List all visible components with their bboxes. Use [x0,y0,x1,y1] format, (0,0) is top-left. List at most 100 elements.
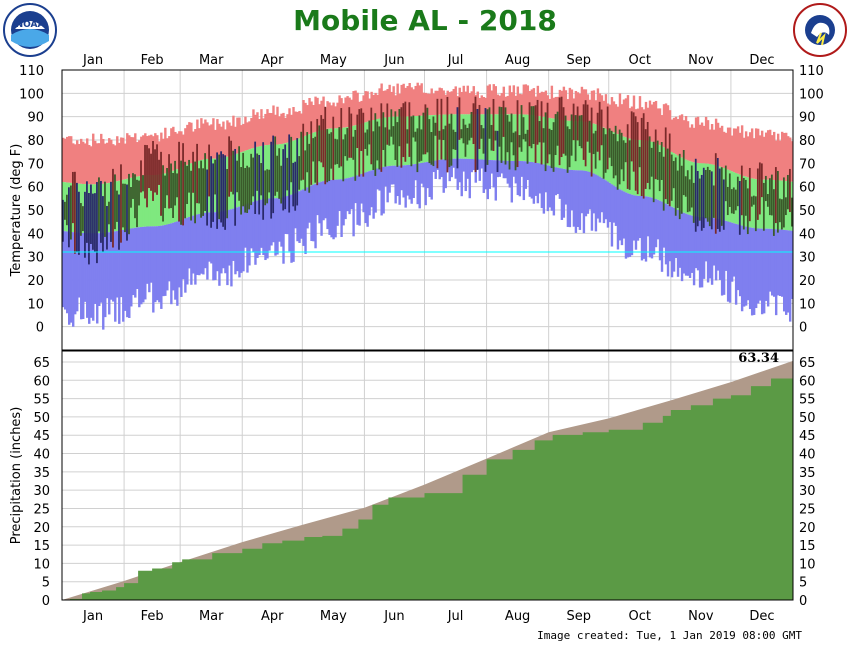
actual-temp-bar [588,120,591,153]
record-high-bar [788,137,792,182]
actual-temp-bar [570,114,573,156]
record-high-bar [222,121,225,158]
actual-temp-bar [674,157,677,216]
record-low-bar [130,228,133,307]
record-low-bar [86,233,89,318]
record-high-bar [204,119,207,160]
actual-temp-bar [702,167,705,228]
normal-range-bar [586,122,590,172]
record-high-bar [288,108,291,143]
record-low-bar [690,215,694,273]
record-low-bar [308,186,311,223]
record-low-bar [180,219,183,297]
actual-temp-bar [294,161,297,211]
normal-range-bar [760,179,764,229]
record-low-bar [678,210,682,268]
record-low-bar [240,205,243,273]
month-label-bottom: Feb [141,609,164,624]
record-low-bar [734,223,738,305]
record-low-bar [270,198,273,246]
actual-temp-bar [432,116,435,167]
precipitation-tick-right: 10 [799,557,816,572]
record-low-bar [770,228,774,296]
actual-temp-bar [450,113,453,166]
precipitation-total-label: 63.34 [738,351,779,366]
actual-temp-bar [256,153,259,191]
record-high-bar [118,142,121,181]
temperature-tick-right: 50 [799,204,816,219]
record-low-bar [386,166,389,203]
actual-temp-bar [454,131,457,150]
record-low-bar [306,187,309,229]
actual-temp-bar [428,119,431,164]
record-low-bar [368,171,371,216]
record-low-bar [772,229,776,297]
actual-temp-bar [314,136,317,183]
actual-temp-bar [312,138,315,162]
actual-temp-bar [270,141,273,219]
actual-temp-bar [380,103,383,172]
precipitation-tick-right: 20 [799,521,816,536]
actual-temp-bar [246,165,249,213]
record-high-bar [702,125,706,164]
record-high-bar [718,127,722,167]
actual-temp-bar [360,108,363,151]
actual-temp-bar [638,146,641,168]
record-low-bar [142,226,145,303]
record-low-bar [212,212,215,281]
actual-temp-bar [470,111,473,138]
actual-temp-bar [384,127,387,167]
record-low-bar [756,228,760,304]
actual-temp-bar [518,135,521,148]
actual-temp-bar [714,153,717,234]
record-low-bar [576,170,580,227]
record-low-bar [358,174,361,226]
record-high-bar [480,95,483,115]
nws-logo [793,3,847,57]
record-high-bar [334,106,337,129]
actual-temp-bar [148,148,150,189]
record-low-bar [646,196,650,237]
actual-temp-bar [124,183,126,233]
actual-temp-bar [88,193,90,265]
precipitation-tick-right: 25 [799,502,816,517]
normal-range-bar [158,174,161,226]
actual-temp-bar [616,141,619,190]
temperature-tick-right: 40 [799,227,816,242]
record-low-bar [288,195,291,252]
actual-temp-bar [600,109,603,146]
record-high-bar [654,100,658,144]
actual-temp-bar [648,136,651,190]
record-low-bar [302,189,305,246]
record-high-bar [230,125,233,156]
record-high-bar [294,111,297,140]
actual-temp-bar [168,154,170,209]
record-high-bar [208,125,211,159]
record-low-bar [330,179,333,238]
actual-temp-bar [550,129,553,169]
actual-temp-bar [292,162,295,207]
actual-temp-bar [350,113,353,158]
record-low-bar [724,220,728,271]
record-high-bar [676,118,680,156]
record-low-bar [490,160,493,174]
record-high-bar [242,123,245,152]
actual-temp-bar [464,124,467,157]
actual-temp-bar [766,194,769,207]
normal-range-bar [630,139,634,195]
record-low-bar [354,175,357,204]
record-high-bar [336,102,339,129]
record-low-bar [442,159,445,193]
temperature-tick-right: 60 [799,181,816,196]
record-high-bar [644,101,648,141]
record-high-bar [512,85,516,115]
record-high-bar [460,91,463,115]
record-low-bar [434,160,437,179]
record-low-bar [160,225,163,309]
record-high-bar [626,95,630,138]
record-low-bar [624,192,628,259]
actual-temp-bar [92,193,94,250]
actual-temp-bar [526,129,529,164]
precipitation-tick-right: 15 [799,539,816,554]
record-low-bar [514,160,518,184]
